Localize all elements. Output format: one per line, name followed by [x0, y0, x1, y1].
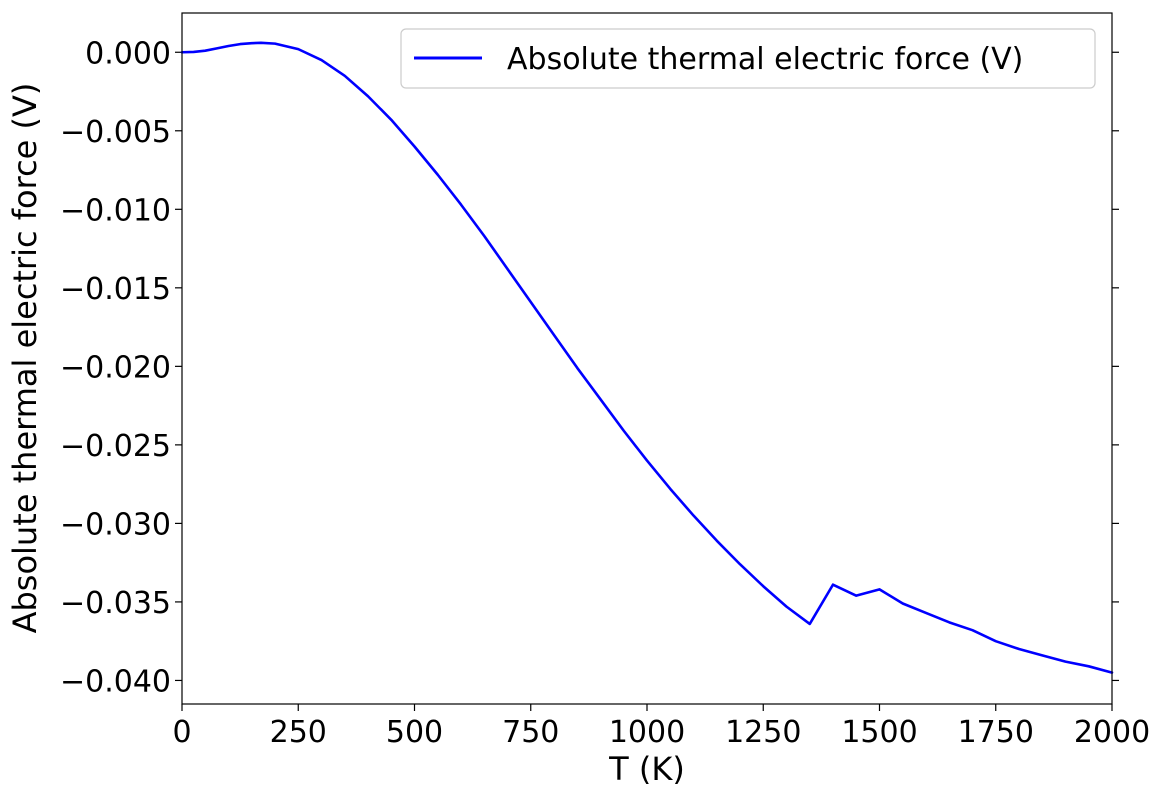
y-axis-ticks: 0.000 −0.005 −0.010 −0.015 −0.020 −0.025 −0.03… — [60, 36, 1119, 699]
y-tick-label: −0.005 — [60, 115, 171, 150]
x-tick-label: 250 — [270, 715, 327, 750]
x-tick-label: 1750 — [958, 715, 1034, 750]
y-tick-label: −0.010 — [60, 193, 171, 228]
x-tick-label: 2000 — [1074, 715, 1150, 750]
y-tick-label: 0.000 — [85, 36, 171, 71]
plot-area — [182, 13, 1112, 704]
plot-frame — [181, 12, 1113, 705]
y-axis-label: Absolute thermal electric force (V) — [6, 83, 44, 634]
legend-label: Absolute thermal electric force (V) — [507, 42, 1023, 77]
x-tick-label: 500 — [386, 715, 443, 750]
y-tick-label: −0.025 — [60, 429, 171, 464]
x-axis-label: T (K) — [608, 750, 685, 788]
series-layer — [180, 41, 1114, 674]
x-tick-label: 1500 — [841, 715, 917, 750]
x-tick-label: 1250 — [725, 715, 801, 750]
y-tick-label: −0.030 — [60, 507, 171, 542]
x-axis-ticks: 0 250 500 750 1000 1250 1500 1750 2000 — [172, 704, 1150, 750]
y-tick-label: −0.020 — [60, 350, 171, 385]
x-tick-label: 750 — [502, 715, 559, 750]
x-tick-label: 0 — [172, 715, 191, 750]
legend: Absolute thermal electric force (V) — [400, 28, 1096, 89]
y-tick-label: −0.040 — [60, 664, 171, 699]
series-line — [180, 41, 1114, 674]
y-tick-label: −0.035 — [60, 586, 171, 621]
legend-box — [400, 28, 1096, 89]
x-tick-label: 1000 — [609, 715, 685, 750]
y-tick-label: −0.015 — [60, 272, 171, 307]
